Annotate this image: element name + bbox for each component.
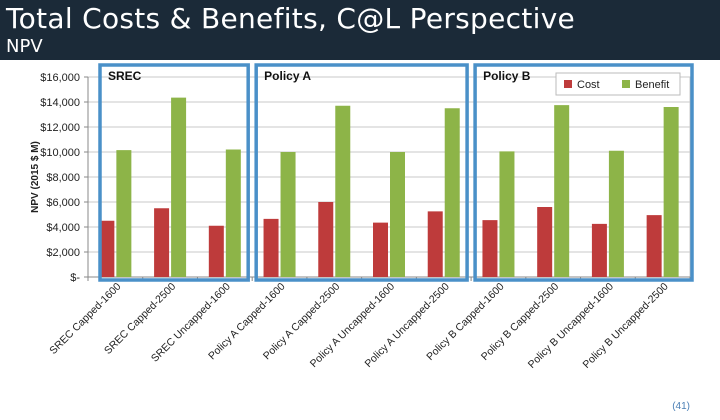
cost-bar	[208, 225, 224, 277]
y-tick-label: $-	[70, 272, 80, 284]
y-tick-label: $8,000	[46, 172, 80, 184]
benefit-bar	[116, 150, 132, 277]
group-box	[98, 63, 250, 282]
y-tick-label: $12,000	[40, 122, 80, 134]
cost-bar	[263, 218, 279, 277]
legend-swatch	[564, 80, 572, 88]
cost-bar	[99, 220, 115, 277]
benefit-bar	[390, 152, 405, 277]
benefit-bar	[171, 97, 187, 277]
cost-bar	[373, 222, 388, 277]
cost-bar	[591, 223, 607, 277]
benefit-bar	[608, 150, 624, 277]
y-tick-label: $10,000	[40, 147, 80, 159]
y-axis-label: NPV (2015 $ M)	[30, 141, 41, 213]
legend	[555, 72, 681, 96]
group-box	[473, 63, 694, 282]
cost-bar	[482, 220, 498, 277]
y-tick-label: $4,000	[46, 222, 80, 234]
slide-title: Total Costs & Benefits, C@L Perspective	[6, 2, 576, 35]
cost-bar	[427, 211, 443, 277]
group-label: Policy B	[483, 69, 531, 83]
group-box	[254, 63, 469, 282]
cost-bar	[154, 208, 170, 277]
slide-header: Total Costs & Benefits, C@L Perspective …	[0, 0, 720, 60]
slide-subtitle: NPV	[6, 36, 43, 57]
benefit-bar	[554, 105, 570, 277]
chart-area: $- $2,000 $4,000 $6,000 $8,000 $10,000 $12,000…	[0, 60, 720, 400]
cost-bar	[537, 207, 553, 277]
benefit-bar	[444, 108, 460, 277]
y-tick-label: $16,000	[40, 72, 80, 84]
group-label: Policy A	[264, 69, 311, 83]
page-number: (41)	[672, 401, 690, 412]
benefit-bar	[663, 107, 679, 277]
legend-swatch	[622, 80, 630, 88]
legend-label: Cost	[577, 79, 600, 91]
group-label: SREC	[108, 69, 142, 83]
y-tick-label: $2,000	[46, 247, 80, 259]
benefit-bar	[499, 151, 515, 277]
benefit-bar	[280, 152, 296, 277]
bar-chart: $- $2,000 $4,000 $6,000 $8,000 $10,000 $12,000…	[30, 63, 694, 371]
legend-label: Benefit	[635, 79, 669, 91]
y-tick-label: $6,000	[46, 197, 80, 209]
cost-bar	[646, 215, 662, 277]
benefit-bar	[335, 105, 351, 277]
y-tick-label: $14,000	[40, 97, 80, 109]
benefit-bar	[225, 149, 241, 277]
cost-bar	[318, 202, 334, 277]
